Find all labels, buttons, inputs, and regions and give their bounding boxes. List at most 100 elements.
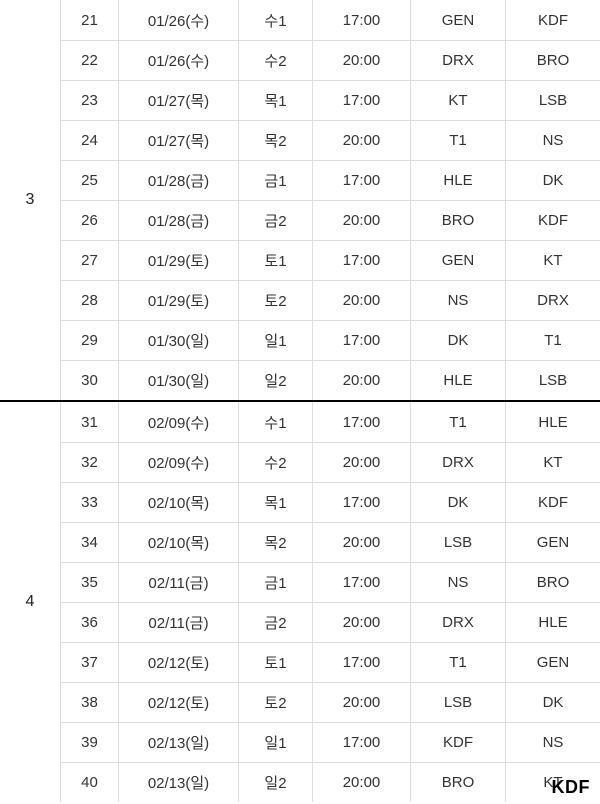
match-number: 37 bbox=[60, 643, 118, 682]
match-date: 01/30(일) bbox=[118, 361, 238, 400]
match-number: 36 bbox=[60, 603, 118, 642]
match-date: 01/27(목) bbox=[118, 121, 238, 160]
team-a: DRX bbox=[410, 443, 505, 482]
match-slot: 일2 bbox=[238, 361, 312, 400]
table-row: 23 01/27(목) 목1 17:00 KT LSB bbox=[60, 80, 600, 120]
match-date: 02/10(목) bbox=[118, 483, 238, 522]
team-a: HLE bbox=[410, 361, 505, 400]
team-b: GEN bbox=[505, 523, 600, 562]
match-slot: 일2 bbox=[238, 763, 312, 802]
team-a: KDF bbox=[410, 723, 505, 762]
match-time: 17:00 bbox=[312, 0, 410, 40]
match-slot: 목2 bbox=[238, 121, 312, 160]
team-b: KDF bbox=[505, 0, 600, 40]
match-time: 17:00 bbox=[312, 81, 410, 120]
team-b: KDF bbox=[505, 483, 600, 522]
table-row: 30 01/30(일) 일2 20:00 HLE LSB bbox=[60, 360, 600, 400]
match-date: 02/11(금) bbox=[118, 563, 238, 602]
table-row: 35 02/11(금) 금1 17:00 NS BRO bbox=[60, 562, 600, 602]
match-date: 02/09(수) bbox=[118, 402, 238, 442]
table-row: 29 01/30(일) 일1 17:00 DK T1 bbox=[60, 320, 600, 360]
match-time: 20:00 bbox=[312, 121, 410, 160]
match-time: 17:00 bbox=[312, 402, 410, 442]
match-date: 02/11(금) bbox=[118, 603, 238, 642]
match-slot: 금1 bbox=[238, 161, 312, 200]
match-slot: 목1 bbox=[238, 81, 312, 120]
match-number: 31 bbox=[60, 402, 118, 442]
team-b: LSB bbox=[505, 361, 600, 400]
match-time: 20:00 bbox=[312, 523, 410, 562]
team-a: GEN bbox=[410, 0, 505, 40]
team-b: DK bbox=[505, 161, 600, 200]
week-label: 3 bbox=[0, 0, 60, 400]
match-date: 02/10(목) bbox=[118, 523, 238, 562]
match-slot: 일1 bbox=[238, 723, 312, 762]
match-number: 32 bbox=[60, 443, 118, 482]
match-slot: 목1 bbox=[238, 483, 312, 522]
team-a: HLE bbox=[410, 161, 505, 200]
table-row: 37 02/12(토) 토1 17:00 T1 GEN bbox=[60, 642, 600, 682]
table-row: 26 01/28(금) 금2 20:00 BRO KDF bbox=[60, 200, 600, 240]
team-b: NS bbox=[505, 121, 600, 160]
match-time: 17:00 bbox=[312, 563, 410, 602]
match-slot: 수2 bbox=[238, 41, 312, 80]
table-row: 28 01/29(토) 토2 20:00 NS DRX bbox=[60, 280, 600, 320]
team-a: GEN bbox=[410, 241, 505, 280]
team-b: BRO bbox=[505, 41, 600, 80]
match-number: 40 bbox=[60, 763, 118, 802]
match-slot: 금1 bbox=[238, 563, 312, 602]
team-a: KT bbox=[410, 81, 505, 120]
match-time: 20:00 bbox=[312, 603, 410, 642]
match-slot: 수2 bbox=[238, 443, 312, 482]
match-number: 29 bbox=[60, 321, 118, 360]
match-slot: 금2 bbox=[238, 603, 312, 642]
rows-container: 21 01/26(수) 수1 17:00 GEN KDF 22 01/26(수)… bbox=[60, 0, 600, 400]
team-b: KT bbox=[505, 443, 600, 482]
team-b: T1 bbox=[505, 321, 600, 360]
team-b: HLE bbox=[505, 402, 600, 442]
table-row: 27 01/29(토) 토1 17:00 GEN KT bbox=[60, 240, 600, 280]
table-row: 21 01/26(수) 수1 17:00 GEN KDF bbox=[60, 0, 600, 40]
match-slot: 토2 bbox=[238, 281, 312, 320]
match-time: 20:00 bbox=[312, 281, 410, 320]
team-b: HLE bbox=[505, 603, 600, 642]
match-time: 20:00 bbox=[312, 361, 410, 400]
team-b: NS bbox=[505, 723, 600, 762]
match-time: 20:00 bbox=[312, 763, 410, 802]
match-number: 38 bbox=[60, 683, 118, 722]
match-time: 20:00 bbox=[312, 201, 410, 240]
table-row: 36 02/11(금) 금2 20:00 DRX HLE bbox=[60, 602, 600, 642]
match-number: 34 bbox=[60, 523, 118, 562]
table-row: 32 02/09(수) 수2 20:00 DRX KT bbox=[60, 442, 600, 482]
match-number: 39 bbox=[60, 723, 118, 762]
team-b: LSB bbox=[505, 81, 600, 120]
match-slot: 토2 bbox=[238, 683, 312, 722]
match-number: 33 bbox=[60, 483, 118, 522]
match-date: 01/29(토) bbox=[118, 281, 238, 320]
team-a: T1 bbox=[410, 402, 505, 442]
team-a: T1 bbox=[410, 121, 505, 160]
match-date: 02/09(수) bbox=[118, 443, 238, 482]
team-b: GEN bbox=[505, 643, 600, 682]
week-block: 3 21 01/26(수) 수1 17:00 GEN KDF 22 01/26(… bbox=[0, 0, 600, 400]
match-slot: 금2 bbox=[238, 201, 312, 240]
match-time: 17:00 bbox=[312, 161, 410, 200]
match-number: 30 bbox=[60, 361, 118, 400]
team-b: BRO bbox=[505, 563, 600, 602]
schedule-table: 3 21 01/26(수) 수1 17:00 GEN KDF 22 01/26(… bbox=[0, 0, 600, 802]
match-time: 17:00 bbox=[312, 241, 410, 280]
match-time: 20:00 bbox=[312, 683, 410, 722]
table-row: 40 02/13(일) 일2 20:00 BRO KT bbox=[60, 762, 600, 802]
team-b: KDF bbox=[505, 201, 600, 240]
rows-container: 31 02/09(수) 수1 17:00 T1 HLE 32 02/09(수) … bbox=[60, 402, 600, 802]
match-date: 01/29(토) bbox=[118, 241, 238, 280]
table-row: 33 02/10(목) 목1 17:00 DK KDF bbox=[60, 482, 600, 522]
team-a: BRO bbox=[410, 763, 505, 802]
team-a: BRO bbox=[410, 201, 505, 240]
match-date: 01/27(목) bbox=[118, 81, 238, 120]
match-time: 17:00 bbox=[312, 321, 410, 360]
table-row: 25 01/28(금) 금1 17:00 HLE DK bbox=[60, 160, 600, 200]
match-number: 24 bbox=[60, 121, 118, 160]
match-slot: 일1 bbox=[238, 321, 312, 360]
team-b: KT bbox=[505, 241, 600, 280]
